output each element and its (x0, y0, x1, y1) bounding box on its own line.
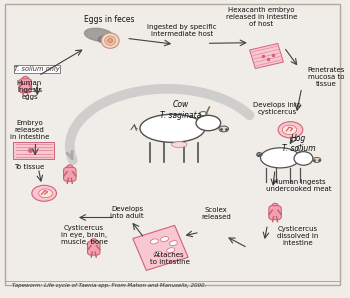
Polygon shape (13, 142, 54, 159)
Text: Develops
into adult: Develops into adult (111, 206, 144, 219)
FancyBboxPatch shape (88, 241, 100, 255)
Ellipse shape (297, 145, 303, 151)
Text: Human ingests
undercooked meat: Human ingests undercooked meat (266, 179, 332, 193)
Ellipse shape (167, 248, 175, 253)
FancyBboxPatch shape (64, 167, 76, 181)
FancyBboxPatch shape (19, 79, 32, 93)
Circle shape (66, 165, 73, 171)
Ellipse shape (294, 152, 313, 165)
Ellipse shape (98, 35, 117, 43)
Text: Scolex
released: Scolex released (201, 207, 231, 221)
Text: Hog
T. solium: Hog T. solium (281, 134, 315, 153)
Text: Hexacanth embryo
released in intestine
of host: Hexacanth embryo released in intestine o… (226, 7, 297, 27)
Ellipse shape (150, 239, 158, 244)
Polygon shape (250, 44, 284, 69)
FancyBboxPatch shape (269, 206, 281, 220)
Ellipse shape (39, 189, 52, 198)
Text: To tissue: To tissue (14, 164, 44, 170)
Text: Tapeworm: Life cycle of Taenia spp. From Mahon and Manusells, 2000.: Tapeworm: Life cycle of Taenia spp. From… (12, 283, 206, 288)
Ellipse shape (84, 28, 113, 41)
Text: T. solium only: T. solium only (14, 66, 60, 72)
Text: Human
ingests
eggs: Human ingests eggs (17, 80, 42, 100)
Ellipse shape (282, 125, 296, 134)
Circle shape (101, 33, 119, 48)
Ellipse shape (154, 251, 162, 256)
FancyBboxPatch shape (14, 65, 60, 73)
Circle shape (90, 239, 97, 245)
Ellipse shape (161, 237, 169, 242)
Ellipse shape (32, 185, 56, 201)
Circle shape (105, 36, 116, 45)
Polygon shape (133, 225, 188, 270)
Ellipse shape (219, 126, 229, 132)
Text: Cysticercus
in eye, brain,
muscle, bone: Cysticercus in eye, brain, muscle, bone (61, 225, 107, 245)
Text: Eggs in feces: Eggs in feces (84, 15, 134, 24)
Circle shape (108, 38, 113, 43)
Text: Ingested by specific
intermediate host: Ingested by specific intermediate host (147, 24, 217, 38)
Ellipse shape (313, 157, 321, 162)
Ellipse shape (278, 122, 303, 138)
Ellipse shape (196, 115, 220, 131)
Ellipse shape (172, 142, 187, 148)
Text: Penetrates
mucosa to
tissue: Penetrates mucosa to tissue (308, 67, 345, 87)
Ellipse shape (169, 241, 177, 246)
Text: Attaches
to intestine: Attaches to intestine (150, 252, 190, 265)
Ellipse shape (199, 112, 207, 116)
Circle shape (22, 76, 29, 82)
Ellipse shape (140, 114, 205, 142)
Ellipse shape (260, 148, 300, 168)
Text: Develops into
cysticercus: Develops into cysticercus (253, 102, 301, 115)
Circle shape (272, 203, 279, 209)
Text: Cysticercus
dissolved in
intestine: Cysticercus dissolved in intestine (276, 226, 318, 246)
Text: Embryo
released
in intestine: Embryo released in intestine (10, 120, 49, 140)
Text: Cow
T. saginata: Cow T. saginata (160, 100, 202, 120)
